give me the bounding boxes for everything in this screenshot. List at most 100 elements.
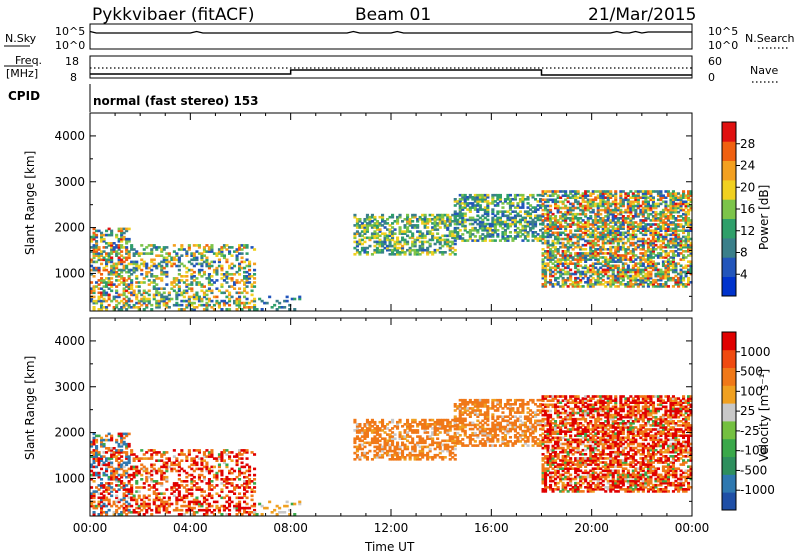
power-cell (586, 270, 590, 274)
power-cell (243, 266, 247, 270)
power-cell (586, 281, 590, 284)
power-cell (551, 233, 555, 237)
power-cell (589, 233, 593, 237)
velocity-cell (355, 425, 359, 428)
power-cell (586, 219, 590, 222)
power-cell (621, 266, 625, 270)
velocity-cell (220, 457, 224, 460)
power-cell (110, 270, 114, 274)
power-cell (666, 262, 670, 265)
velocity-cell (120, 445, 124, 448)
power-cell (190, 262, 194, 266)
power-cell (624, 274, 628, 278)
velocity-cell (125, 445, 129, 448)
power-cell (554, 235, 558, 239)
power-cell (682, 266, 686, 270)
power-cell (127, 303, 131, 307)
velocity-cell (210, 455, 214, 458)
power-cell (453, 216, 457, 220)
power-cell (674, 239, 678, 243)
power-cell (659, 221, 663, 224)
velocity-cell (135, 457, 139, 460)
power-cell (207, 289, 211, 293)
power-cell (639, 283, 643, 286)
power-cell (516, 226, 520, 230)
power-cell (360, 234, 364, 238)
velocity-cell (375, 437, 379, 440)
power-cell (496, 220, 500, 224)
power-cell (666, 243, 670, 247)
velocity-cell (238, 473, 242, 477)
power-cell (250, 246, 254, 249)
power-cell (581, 252, 585, 255)
power-cell (496, 229, 500, 232)
power-cell (531, 226, 535, 230)
power-cell (636, 229, 640, 232)
power-cell (486, 231, 490, 234)
power-cell (559, 221, 563, 224)
power-cell (105, 260, 109, 264)
velocity-cell (95, 453, 99, 456)
velocity-cell (167, 457, 171, 460)
power-cell (526, 202, 530, 205)
power-cell (150, 250, 154, 253)
power-cell (619, 208, 623, 212)
power-cell (674, 204, 678, 208)
power-cell (589, 268, 593, 272)
power-cell (634, 208, 638, 212)
power-cell (631, 202, 635, 206)
power-cell (238, 264, 242, 268)
power-cell (616, 270, 620, 274)
power-cell (170, 283, 174, 286)
power-cell (513, 216, 517, 220)
power-cell (606, 190, 610, 193)
power-cell (486, 208, 490, 211)
velocity-cell (222, 496, 226, 500)
power-cell (682, 235, 686, 239)
power-cell (654, 248, 658, 251)
power-cell (476, 214, 480, 218)
power-cell (115, 244, 119, 247)
power-cell (501, 226, 505, 230)
velocity-cell (353, 418, 357, 422)
power-cell (491, 196, 495, 199)
power-cell (207, 287, 211, 290)
power-cell (679, 194, 683, 197)
power-cell (687, 264, 691, 268)
velocity-cell (107, 492, 111, 495)
velocity-cell (122, 451, 126, 454)
velocity-cell (110, 478, 114, 481)
power-cell (601, 248, 605, 251)
power-cell (381, 242, 385, 246)
power-cell (619, 200, 623, 204)
velocity-cell (92, 494, 96, 498)
power-cell (378, 234, 382, 238)
velocity-cell (177, 469, 181, 473)
power-cell (556, 194, 560, 197)
velocity-cell (122, 436, 126, 440)
power-cell (491, 210, 495, 213)
power-cell (641, 285, 645, 288)
power-cell (112, 268, 116, 272)
power-cell (626, 252, 630, 255)
power-cell (601, 283, 605, 286)
power-cell (619, 281, 623, 284)
velocity-cell (212, 473, 216, 477)
velocity-cell (125, 453, 129, 456)
power-cell (493, 200, 497, 203)
power-cell (684, 204, 688, 208)
power-cell (634, 190, 638, 193)
velocity-cell (150, 457, 154, 460)
power-cell (436, 248, 440, 252)
velocity-cell (368, 420, 372, 424)
power-cell (212, 270, 216, 274)
power-cell (564, 243, 568, 247)
velocity-cell (365, 431, 369, 434)
velocity-cell (207, 508, 211, 512)
velocity-cell (137, 513, 141, 516)
velocity-cell (298, 502, 302, 506)
power-cell (666, 241, 670, 245)
power-cell (609, 190, 613, 193)
power-cell (561, 256, 565, 259)
velocity-cell (378, 435, 382, 438)
